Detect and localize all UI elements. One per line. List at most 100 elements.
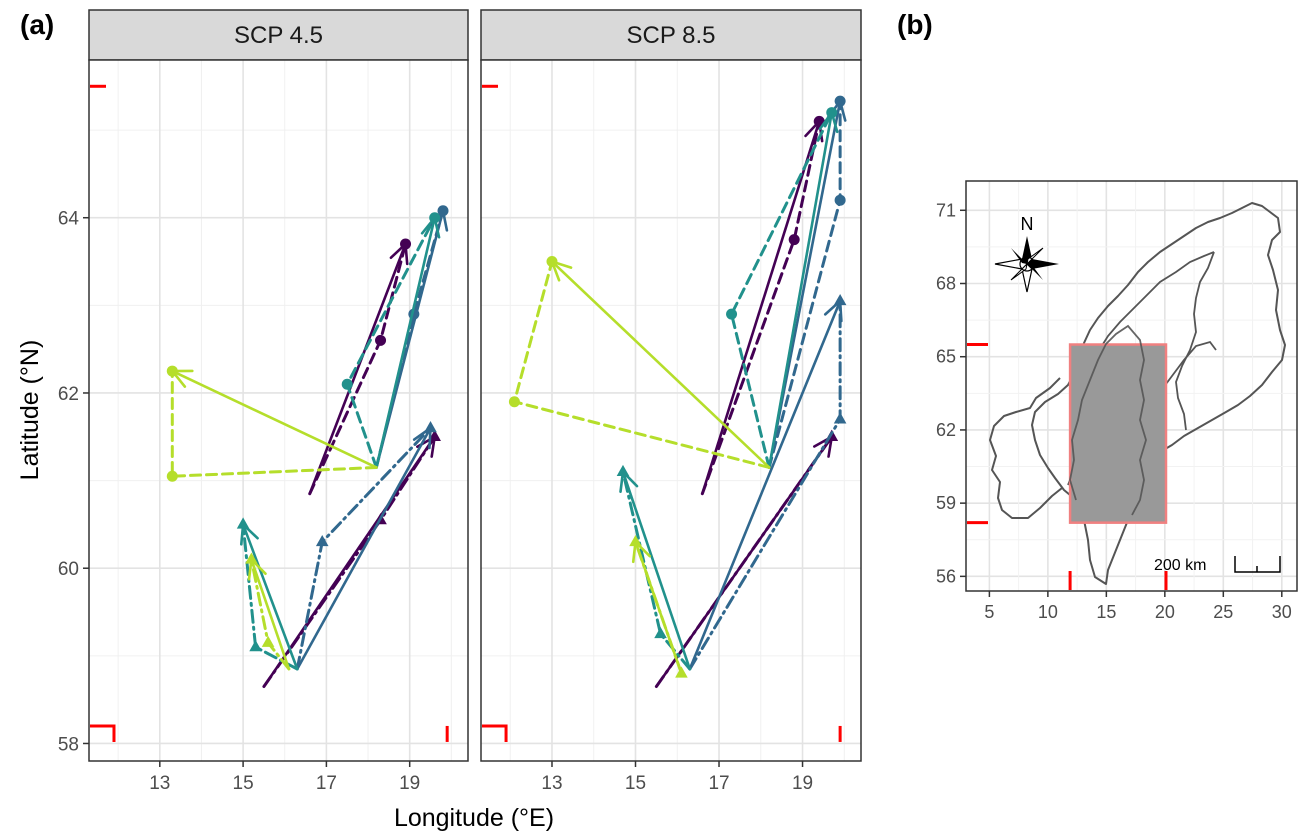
map-x-tick-label: 25 <box>1213 602 1233 622</box>
north-arrow: N <box>994 214 1059 293</box>
trajectory-arrow-line <box>241 523 299 670</box>
y-tick-label: 62 <box>58 384 79 405</box>
axis-ticks-a: 13 15 17 19 13 15 17 19 58 60 62 64 <box>58 209 813 794</box>
bbox-corner-bottom-left <box>482 724 508 742</box>
scandinavia-coastline <box>1031 202 1286 585</box>
compass-ring <box>1019 256 1035 272</box>
panel-tag-b: (b) <box>897 9 933 40</box>
norway-coast <box>989 377 1063 519</box>
trajectory-triangle-5 <box>688 293 847 671</box>
y-axis-title: Latitude (°N) <box>16 340 44 481</box>
x-tick-label: 17 <box>708 773 729 794</box>
facet-scp45: SCP 4.5 <box>88 9 469 762</box>
trajectory-point <box>236 517 250 529</box>
trajectory-point <box>249 640 262 652</box>
finland-border <box>1175 251 1215 431</box>
trajectory-point <box>400 238 412 250</box>
map-x-tick-label: 20 <box>1155 602 1175 622</box>
x-tick-label: 17 <box>316 773 337 794</box>
trajectory-point <box>375 334 387 346</box>
map-x-tick-label: 10 <box>1038 602 1058 622</box>
trajectory-point <box>261 635 275 647</box>
trajectory-point <box>833 412 847 424</box>
map-y-tick-label: 65 <box>936 347 956 367</box>
trajectory-point <box>675 666 688 678</box>
bbox-corners-scp85 <box>482 84 842 742</box>
trajectory-arrow-line <box>701 120 821 495</box>
map-panel: 5 10 15 20 25 30 56 59 62 65 68 71 N 200 km <box>936 180 1298 622</box>
trajectory-point <box>315 534 329 547</box>
x-axis-title: Longitude (°E) <box>394 804 554 832</box>
trajectory-point <box>437 205 449 217</box>
trajectory-point <box>834 194 846 206</box>
trajectory-arrow-line <box>655 436 833 688</box>
trajectory-point <box>245 552 258 564</box>
panel-border-scp85 <box>480 59 862 762</box>
facet-strip-scp85 <box>480 9 862 61</box>
panel-border-scp45 <box>88 59 469 762</box>
trajectory-arrow-line <box>551 260 771 469</box>
coastline-over-box <box>1069 324 1147 516</box>
x-tick-label: 15 <box>233 773 254 794</box>
x-tick-label: 13 <box>149 773 170 794</box>
trajectory-point <box>166 470 178 482</box>
compass-point-sw <box>1010 262 1028 281</box>
facet-label-scp45: SCP 4.5 <box>234 22 323 49</box>
y-tick-label: 60 <box>58 559 79 580</box>
trajectory-point <box>508 396 520 408</box>
trajectory-point <box>833 293 847 306</box>
facet-scp85: SCP 8.5 <box>480 9 862 762</box>
y-tick-label: 58 <box>58 734 79 755</box>
trajectory-arrow-line <box>250 559 291 670</box>
trajectory-dashed-path <box>700 119 821 496</box>
trajectory-arrow-line <box>296 427 432 670</box>
trajectory-point <box>428 429 441 441</box>
series-scp85 <box>508 95 847 689</box>
x-tick-label: 19 <box>399 773 420 794</box>
x-tick-label: 19 <box>792 773 813 794</box>
map-y-tick-label: 59 <box>936 493 956 513</box>
trajectory-point <box>424 421 437 433</box>
trajectory-point <box>429 212 441 224</box>
map-x-tick-label: 15 <box>1096 602 1116 622</box>
trajectory-arrow-line <box>308 243 407 495</box>
trajectory-circle-3 <box>166 365 378 482</box>
trajectory-point <box>341 378 353 390</box>
bbox-corners-scp45 <box>90 84 449 742</box>
trajectory-circle-3 <box>508 256 771 469</box>
map-axis-ticks: 5 10 15 20 25 30 56 59 62 65 68 71 <box>936 200 1292 622</box>
map-content <box>989 202 1286 585</box>
trajectory-circle-2 <box>341 212 441 469</box>
trajectory-triangle-6 <box>616 464 692 671</box>
trajectory-triangle-7 <box>245 552 291 671</box>
panel-background-scp45 <box>89 60 468 761</box>
scale-bar: 200 km <box>1154 556 1281 574</box>
trajectory-dashed-path <box>729 111 834 469</box>
map-y-tick-label: 68 <box>936 274 956 294</box>
y-tick-label: 64 <box>58 209 80 230</box>
gridlines-scp45 <box>89 60 468 761</box>
trajectory-point <box>834 95 846 107</box>
trajectory-point <box>826 107 838 119</box>
trajectory-triangle-5 <box>295 421 437 671</box>
trajectory-arrow-line <box>262 436 436 688</box>
compass-point-nw <box>1011 248 1027 264</box>
bbox-corner-bottom-left <box>90 724 116 742</box>
panel-tag-a: (a) <box>20 9 54 40</box>
trajectory-circle-0 <box>308 238 412 496</box>
trajectory-arrow-line <box>767 112 834 468</box>
compass-label: N <box>1021 214 1034 234</box>
study-area-box <box>1068 343 1168 524</box>
series-scp45 <box>166 205 449 689</box>
trajectory-arrow-line <box>171 369 377 469</box>
trajectory-circle-2 <box>726 107 839 469</box>
trajectory-point <box>726 308 738 320</box>
trajectory-point <box>788 234 800 246</box>
map-x-tick-label: 5 <box>984 602 994 622</box>
map-y-tick-label: 56 <box>936 566 956 586</box>
trajectory-triangle-7 <box>629 534 688 678</box>
trajectory-point <box>616 464 630 477</box>
trajectory-arrow-line <box>375 217 436 468</box>
compass-point-se <box>1027 264 1043 280</box>
